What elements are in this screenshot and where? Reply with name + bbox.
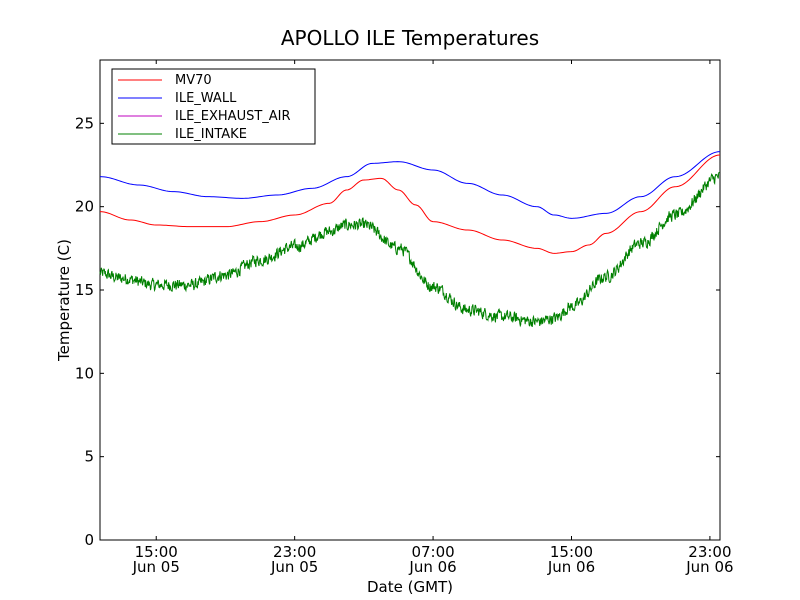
x-tick-label: Jun 06 <box>408 558 456 576</box>
y-tick-label: 10 <box>75 364 94 382</box>
x-tick-label: 15:00 <box>135 543 178 561</box>
legend-label: MV70 <box>175 73 212 88</box>
x-tick-label: Jun 05 <box>270 558 318 576</box>
x-tick-label: 15:00 <box>550 543 593 561</box>
y-tick-label: 25 <box>75 114 94 132</box>
series-line-ile-intake <box>99 171 721 328</box>
y-tick-label: 20 <box>75 198 94 216</box>
legend-label: ILE_WALL <box>175 91 237 106</box>
series-line-ile-wall <box>99 151 721 219</box>
x-tick-label: Jun 05 <box>132 558 180 576</box>
x-tick-label: 07:00 <box>411 543 454 561</box>
x-axis-label: Date (GMT) <box>367 578 453 596</box>
x-tick-label: Jun 06 <box>547 558 595 576</box>
y-tick-label: 5 <box>84 448 94 466</box>
plot-area <box>99 59 721 541</box>
y-tick-label: 0 <box>84 531 94 549</box>
y-axis: 0 5 10 15 20 25 <box>75 114 720 549</box>
x-tick-label: 23:00 <box>273 543 316 561</box>
legend-box <box>111 68 316 145</box>
series-layer <box>99 151 721 328</box>
y-tick-label: 15 <box>75 281 94 299</box>
x-tick-label: 23:00 <box>688 543 731 561</box>
series-line-mv70 <box>99 154 721 254</box>
y-axis-label: Temperature (C) <box>55 239 73 362</box>
chart-title: APOLLO ILE Temperatures <box>281 26 539 50</box>
x-tick-label: Jun 06 <box>685 558 733 576</box>
legend-label: ILE_EXHAUST_AIR <box>175 109 291 124</box>
legend-label: ILE_INTAKE <box>175 127 247 142</box>
plot-frame <box>99 59 721 541</box>
legend: MV70 ILE_WALL ILE_EXHAUST_AIR ILE_INTAKE <box>111 68 316 145</box>
